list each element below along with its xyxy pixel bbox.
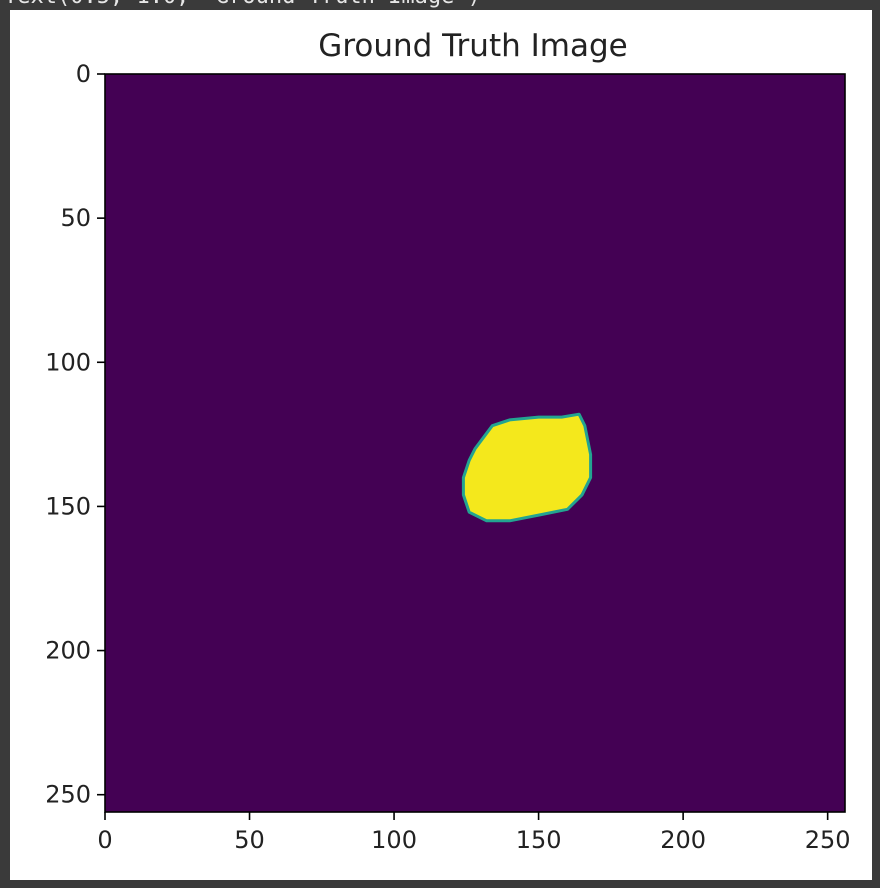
x-tick-label: 150: [516, 826, 562, 854]
x-tick-label: 50: [234, 826, 265, 854]
axes-frame: [104, 73, 846, 813]
figure: Ground Truth Image 0 50 100 150 200 250 0 50 100…: [10, 10, 872, 880]
chart-title: Ground Truth Image: [318, 28, 627, 64]
y-tick-label: 0: [76, 60, 91, 88]
y-tick-label: 50: [60, 204, 91, 232]
x-tick-label: 100: [371, 826, 417, 854]
heatmap-plot: Ground Truth Image 0 50 100 150 200 250050100…: [45, 28, 850, 854]
cell-output-text: Text(0.5, 1.0, 'Ground Truth Image'): [0, 0, 880, 10]
x-tick-label: 0: [97, 826, 112, 854]
output-repr-text: Text(0.5, 1.0, 'Ground Truth Image'): [4, 0, 481, 9]
image-background: [105, 74, 845, 812]
x-tick-label: 200: [660, 826, 706, 854]
y-tick-label: 250: [45, 781, 91, 809]
y-tick-label: 200: [45, 637, 91, 665]
mask-region: [461, 412, 593, 523]
y-tick-label: 100: [45, 348, 91, 376]
x-tick-label: 250: [805, 826, 851, 854]
y-tick-label: 150: [45, 492, 91, 520]
